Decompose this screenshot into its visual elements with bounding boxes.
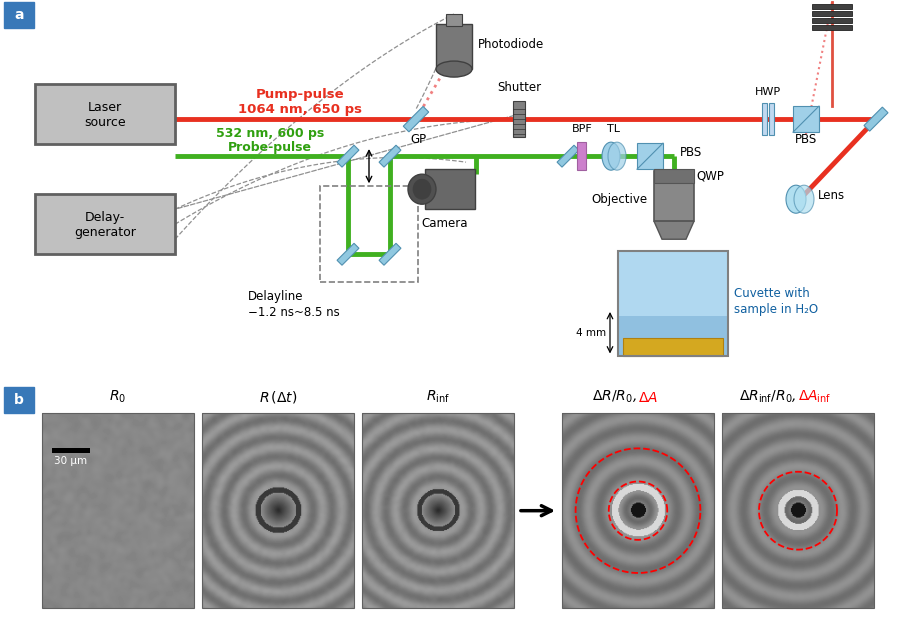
- Text: QWP: QWP: [695, 169, 723, 182]
- Bar: [4, 387, 34, 413]
- Text: $R\,(\Delta t)$: $R\,(\Delta t)$: [258, 389, 297, 405]
- Text: Laser: Laser: [88, 101, 122, 114]
- Text: $R_0$: $R_0$: [109, 389, 126, 405]
- Bar: [361, 413, 514, 608]
- Polygon shape: [403, 106, 428, 132]
- Bar: [653, 169, 694, 183]
- Ellipse shape: [413, 179, 431, 199]
- Text: −1.2 ns~8.5 ns: −1.2 ns~8.5 ns: [247, 306, 340, 319]
- Bar: [445, 14, 461, 26]
- Bar: [512, 101, 525, 137]
- Ellipse shape: [608, 142, 625, 170]
- Bar: [42, 413, 194, 608]
- Bar: [35, 194, 175, 254]
- Bar: [657, 179, 689, 183]
- Text: Probe-pulse: Probe-pulse: [228, 141, 312, 154]
- Text: $\Delta A$: $\Delta A$: [638, 391, 657, 405]
- Bar: [618, 252, 727, 316]
- Text: Camera: Camera: [422, 217, 468, 230]
- Ellipse shape: [435, 61, 471, 77]
- Bar: [653, 171, 694, 221]
- Bar: [811, 11, 851, 16]
- Text: sample in H₂O: sample in H₂O: [733, 303, 817, 316]
- Text: Delay-: Delay-: [85, 211, 125, 224]
- Text: TL: TL: [607, 124, 619, 134]
- Bar: [576, 142, 585, 170]
- Text: Photodiode: Photodiode: [478, 38, 544, 51]
- Polygon shape: [337, 145, 358, 167]
- Bar: [618, 252, 727, 357]
- Bar: [435, 24, 471, 69]
- Text: a: a: [14, 8, 23, 22]
- Polygon shape: [556, 145, 578, 167]
- Bar: [35, 84, 175, 144]
- Text: Objective: Objective: [591, 193, 647, 206]
- Text: 532 nm, 600 ps: 532 nm, 600 ps: [216, 127, 324, 140]
- Polygon shape: [378, 145, 401, 167]
- Text: Cuvette with: Cuvette with: [733, 287, 809, 300]
- Polygon shape: [378, 243, 401, 265]
- Text: 4 mm: 4 mm: [575, 328, 605, 338]
- Text: PBS: PBS: [794, 133, 816, 146]
- Text: b: b: [14, 394, 23, 407]
- Ellipse shape: [601, 142, 619, 170]
- Text: $\Delta A_{\mathrm{inf}}$: $\Delta A_{\mathrm{inf}}$: [797, 389, 831, 405]
- Bar: [320, 186, 417, 282]
- Bar: [4, 2, 34, 28]
- Bar: [622, 338, 722, 357]
- Ellipse shape: [785, 185, 805, 213]
- Bar: [618, 316, 727, 357]
- Polygon shape: [653, 221, 694, 239]
- Polygon shape: [863, 107, 887, 131]
- Text: Shutter: Shutter: [497, 80, 541, 93]
- Text: Delayline: Delayline: [247, 290, 303, 303]
- Bar: [768, 103, 773, 135]
- Bar: [811, 25, 851, 30]
- Bar: [721, 413, 873, 608]
- Polygon shape: [337, 243, 358, 265]
- Text: generator: generator: [74, 226, 135, 239]
- Ellipse shape: [407, 174, 435, 204]
- Text: Pump-pulse: Pump-pulse: [256, 88, 344, 101]
- Bar: [792, 106, 818, 132]
- Bar: [562, 413, 713, 608]
- Bar: [201, 413, 354, 608]
- Text: HWP: HWP: [754, 87, 780, 97]
- Text: source: source: [84, 116, 126, 129]
- Bar: [637, 143, 662, 169]
- Bar: [811, 4, 851, 9]
- Bar: [657, 172, 689, 176]
- Text: $R_{\mathrm{inf}}$: $R_{\mathrm{inf}}$: [425, 389, 450, 405]
- Text: $\Delta R/R_0$,: $\Delta R/R_0$,: [591, 389, 638, 405]
- Text: 30 μm: 30 μm: [54, 456, 88, 466]
- Bar: [52, 448, 90, 453]
- Text: $\Delta R_{\mathrm{inf}}/R_0$,: $\Delta R_{\mathrm{inf}}/R_0$,: [738, 389, 797, 405]
- Bar: [761, 103, 766, 135]
- Ellipse shape: [793, 185, 813, 213]
- Text: Lens: Lens: [817, 189, 844, 202]
- Bar: [811, 18, 851, 23]
- Bar: [424, 169, 474, 210]
- Text: 1064 nm, 650 ps: 1064 nm, 650 ps: [237, 103, 361, 116]
- Text: BPF: BPF: [571, 124, 591, 134]
- Text: GP: GP: [409, 133, 425, 146]
- Text: PBS: PBS: [679, 146, 702, 159]
